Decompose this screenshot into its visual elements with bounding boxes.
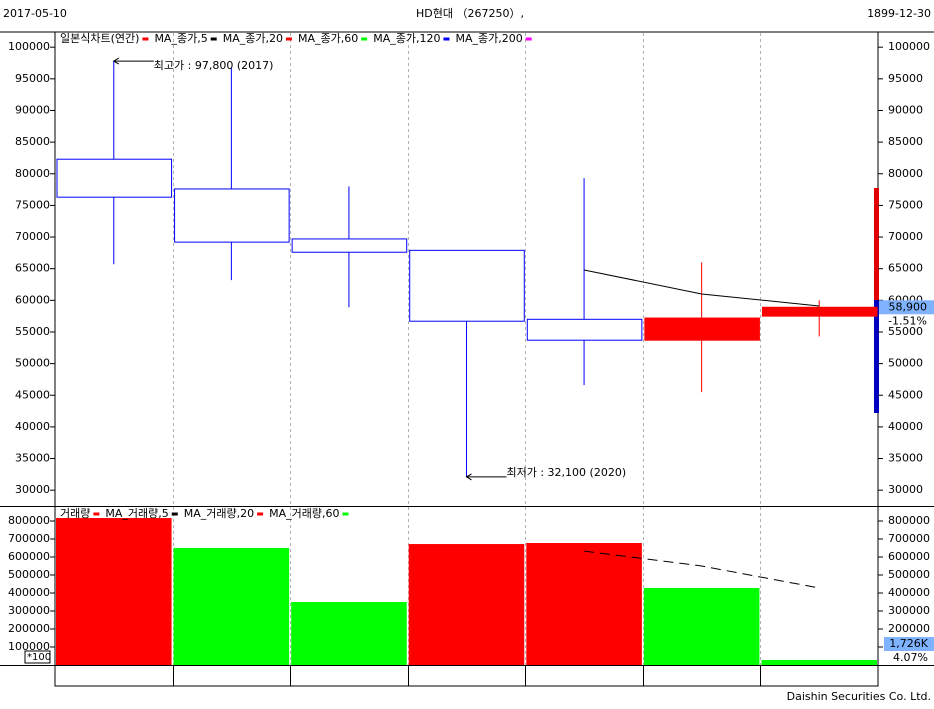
y-tick-label-right: 45000 [888, 388, 923, 401]
y-tick-label: 35000 [15, 452, 50, 465]
legend-label: MA_거래량,20 [184, 507, 254, 520]
legend-label: MA_종가,60 [298, 32, 358, 45]
y-tick-label: 80000 [15, 167, 50, 180]
volume-change: 4.07% [893, 651, 928, 664]
candle-body [644, 317, 760, 341]
y-tick-label-right: 70000 [888, 230, 923, 243]
footer: Daishin Securities Co. Ltd. [787, 690, 931, 703]
legend-label: MA_종가,120 [373, 32, 440, 45]
last-volume-box [884, 637, 934, 651]
legend-swatch [257, 512, 264, 516]
y-tick-label: 30000 [15, 483, 50, 496]
legend-label: MA_종가,5 [154, 32, 207, 45]
volume-bar [56, 517, 172, 665]
candle-body [409, 249, 525, 322]
y-tick-label-right: 800000 [888, 514, 930, 527]
unit-label: *100 [27, 652, 51, 663]
legend-swatch [525, 37, 532, 41]
candle-body [174, 188, 290, 243]
candle-body [291, 238, 408, 253]
y-tick-label-right: 100000 [888, 40, 930, 53]
y-tick-label-right: 80000 [888, 167, 923, 180]
y-tick-label-right: 400000 [888, 586, 930, 599]
y-tick-label: 45000 [15, 388, 50, 401]
volume-bar [291, 602, 407, 665]
volume-bar [526, 542, 642, 665]
y-tick-label: 75000 [15, 198, 50, 211]
y-tick-label: 55000 [15, 325, 50, 338]
candle-body [56, 158, 173, 198]
legend-swatch [361, 37, 368, 41]
volume-ma-line [584, 550, 820, 589]
volume-bar [173, 548, 290, 665]
last-price: 58,900 [889, 300, 928, 313]
range-bar-down [874, 300, 879, 413]
y-tick-label: 200000 [8, 622, 50, 635]
volume-bar [761, 659, 877, 665]
y-tick-label-right: 90000 [888, 103, 923, 116]
legend-swatch [142, 37, 149, 41]
volume-bar [643, 587, 760, 665]
legend-label: MA_거래량,60 [269, 507, 339, 520]
unit-box [24, 650, 51, 664]
legend-label: 일본식차트(연간) [60, 31, 139, 45]
y-tick-label-right: 95000 [888, 72, 923, 85]
legend-swatch [342, 512, 349, 516]
candle-body [526, 318, 643, 341]
y-tick-label: 40000 [15, 420, 50, 433]
y-tick-label-right: 300000 [888, 604, 930, 617]
last-price-box [879, 300, 934, 315]
volume-bar [408, 544, 525, 665]
legend-label: 거래량 [60, 507, 90, 520]
low-label: 최저가 : 32,100 (2020) [507, 466, 627, 479]
high-label: 최고가 : 97,800 (2017) [154, 59, 274, 72]
y-tick-label-right: 65000 [888, 262, 923, 275]
y-tick-label: 600000 [8, 550, 50, 563]
annotation-arrow [112, 57, 154, 65]
legend-swatch [285, 37, 292, 41]
y-tick-label-right: 500000 [888, 568, 930, 581]
y-tick-label: 800000 [8, 514, 50, 527]
candle-body [761, 306, 878, 317]
y-tick-label: 500000 [8, 568, 50, 581]
ma-line [583, 269, 820, 307]
y-tick-label: 95000 [15, 72, 50, 85]
legend-label: MA_종가,20 [223, 32, 283, 45]
y-tick-label-right: 75000 [888, 198, 923, 211]
y-tick-label-right: 600000 [888, 550, 930, 563]
y-tick-label-right: 35000 [888, 452, 923, 465]
title: HD현대 （267250）, [416, 7, 524, 20]
y-tick-label-right: 700000 [888, 532, 930, 545]
y-tick-label-right: 55000 [888, 325, 923, 338]
y-tick-label-right: 50000 [888, 357, 923, 370]
y-tick-label: 60000 [15, 293, 50, 306]
date-left: 2017-05-10 [3, 7, 67, 20]
y-tick-label: 700000 [8, 532, 50, 545]
y-tick-label: 65000 [15, 262, 50, 275]
annotation-arrow [465, 473, 507, 481]
date-right: 1899-12-30 [867, 7, 931, 20]
range-bar-up [874, 188, 879, 300]
legend-label: MA_거래량,5 [105, 507, 168, 520]
y-tick-label: 300000 [8, 604, 50, 617]
legend-swatch [93, 512, 100, 516]
y-tick-label: 100000 [8, 640, 50, 653]
y-tick-label: 400000 [8, 586, 50, 599]
y-tick-label: 100000 [8, 40, 50, 53]
y-tick-label: 50000 [15, 357, 50, 370]
y-tick-label-right: 85000 [888, 135, 923, 148]
y-tick-label-right: 40000 [888, 420, 923, 433]
legend-swatch [443, 37, 450, 41]
y-tick-label-right: 30000 [888, 483, 923, 496]
y-tick-label: 90000 [15, 103, 50, 116]
last-volume: 1,726K [889, 637, 928, 650]
legend-label: MA_종가,200 [455, 32, 522, 45]
change: -1.51% [888, 314, 927, 327]
y-tick-label: 85000 [15, 135, 50, 148]
legend-swatch [171, 512, 178, 516]
legend-swatch [210, 37, 217, 41]
y-tick-label: 70000 [15, 230, 50, 243]
y-tick-label-right: 200000 [888, 622, 930, 635]
